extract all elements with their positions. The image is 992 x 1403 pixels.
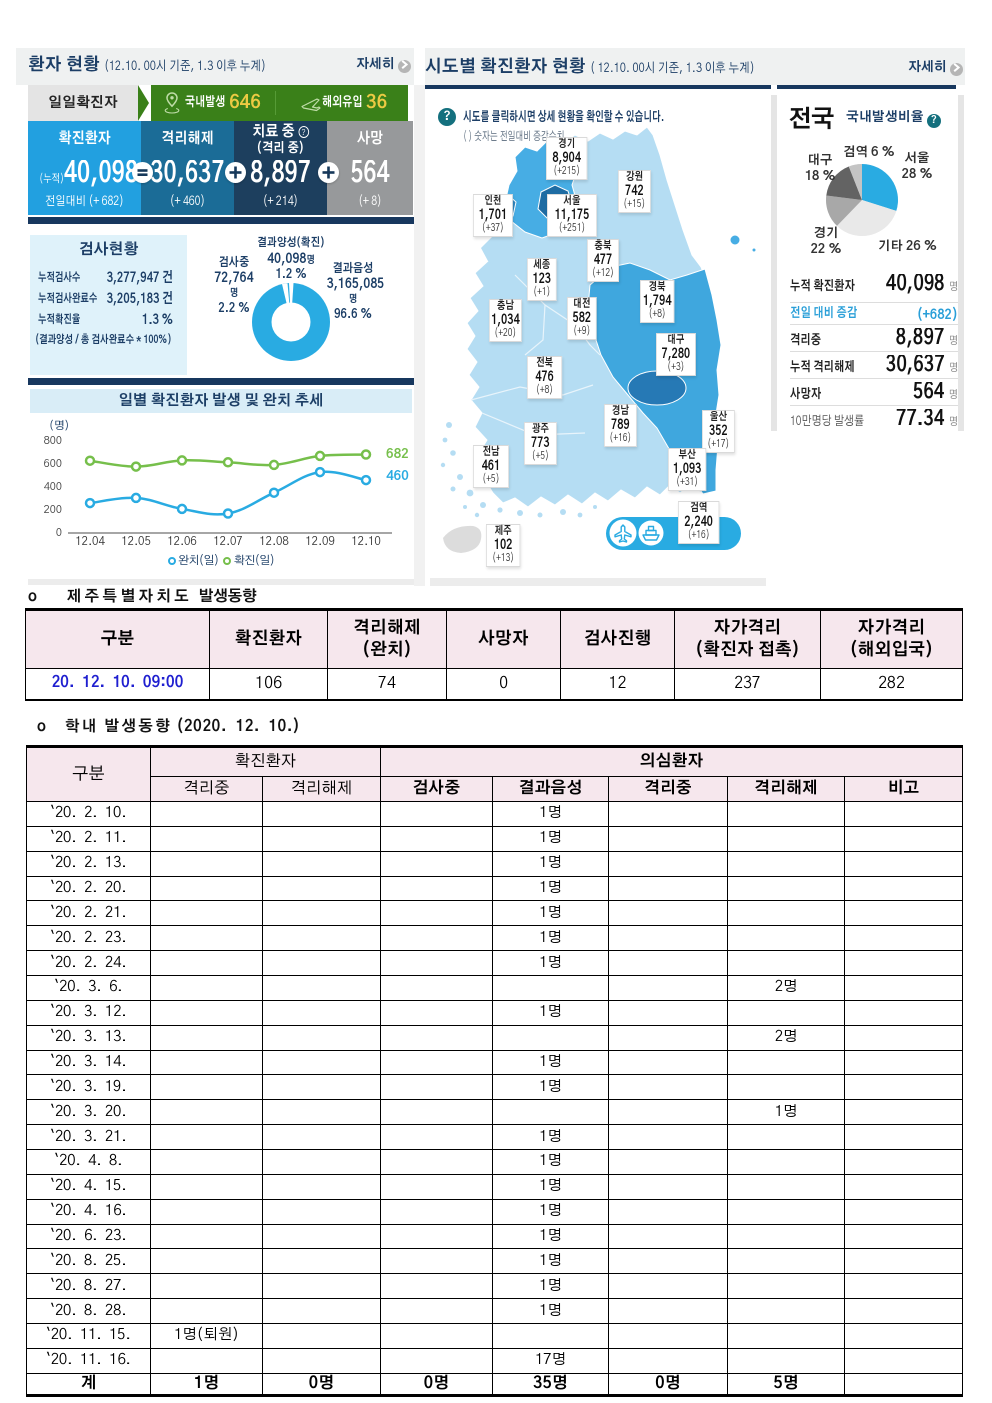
svg-text:12.09: 12.09 (305, 537, 335, 548)
svg-text:12.07: 12.07 (213, 537, 243, 548)
svg-text:400: 400 (44, 482, 62, 493)
svg-text:12.10: 12.10 (351, 537, 381, 548)
svg-text:460: 460 (386, 469, 409, 483)
svg-text:12.04: 12.04 (75, 537, 105, 548)
svg-text:12.08: 12.08 (259, 537, 289, 548)
svg-text:200: 200 (44, 505, 62, 516)
svg-text:800: 800 (44, 436, 62, 447)
svg-text:12.05: 12.05 (121, 537, 151, 548)
svg-text:12.06: 12.06 (167, 537, 197, 548)
svg-text:0: 0 (56, 528, 62, 539)
svg-text:682: 682 (386, 447, 409, 461)
svg-text:600: 600 (44, 459, 62, 470)
